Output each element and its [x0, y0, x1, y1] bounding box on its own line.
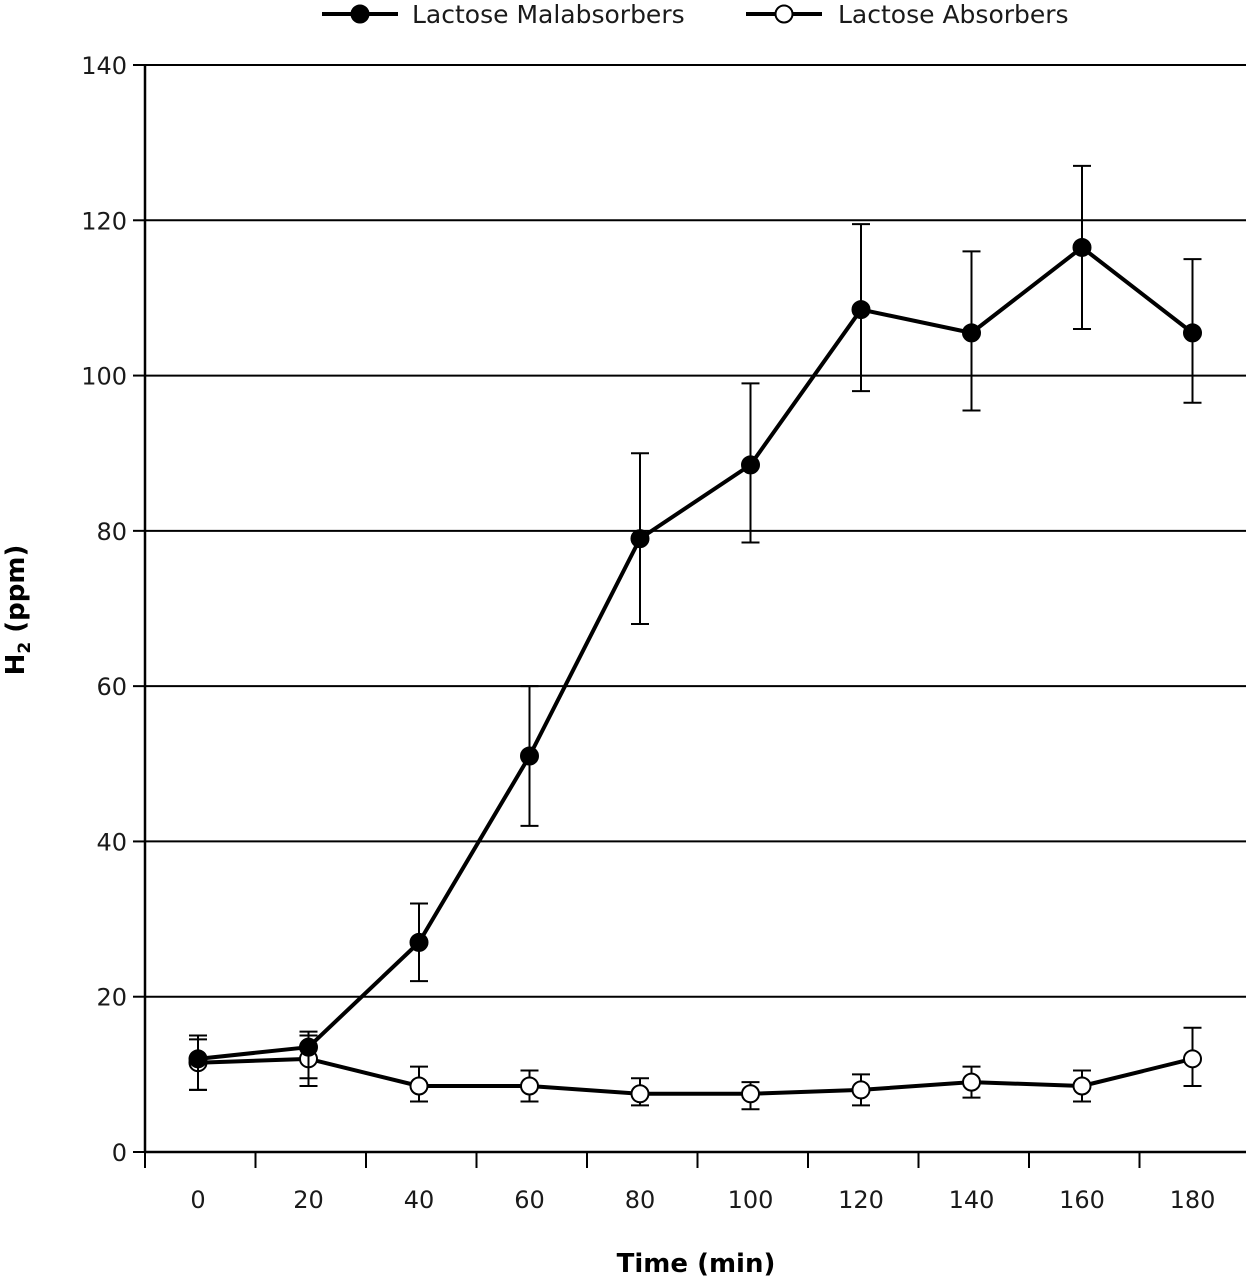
- data-point-0-3: [520, 746, 539, 766]
- x-tick-label-100: 100: [728, 1186, 774, 1214]
- data-point-0-4: [630, 529, 650, 549]
- tick-labels: 0 20 40 60 80 100 120 140 0 20 40 60 80 100 120 140 160 1…: [81, 52, 1215, 1214]
- legend-item-0: Lactose Malabsorbers: [322, 0, 685, 29]
- y-tick-label-20: 20: [96, 984, 127, 1012]
- x-tick-label-180: 180: [1170, 1186, 1216, 1214]
- data-point-1-6: [851, 1080, 871, 1100]
- y-axis-title-rest: (ppm): [1, 545, 31, 642]
- y-tick-label-40: 40: [96, 828, 127, 856]
- series-0: [188, 164, 1202, 1091]
- legend-marker-0: [350, 4, 370, 24]
- data-point-0-5: [741, 455, 760, 475]
- data-point-1-3: [520, 1076, 539, 1096]
- x-tick-label-120: 120: [838, 1186, 884, 1214]
- data-point-1-5: [741, 1084, 760, 1104]
- data-point-0-8: [1072, 237, 1092, 257]
- x-tick-label-160: 160: [1059, 1186, 1105, 1214]
- axes: [133, 64, 1246, 1168]
- x-tick-label-80: 80: [625, 1186, 656, 1214]
- legend: Lactose Malabsorbers Lactose Absorbers: [322, 0, 1069, 29]
- data-point-0-6: [851, 300, 871, 320]
- y-tick-label-120: 120: [81, 207, 127, 235]
- legend-label-1: Lactose Absorbers: [838, 0, 1069, 29]
- legend-item-1: Lactose Absorbers: [746, 0, 1069, 29]
- legend-marker-1: [774, 4, 794, 24]
- data-point-0-7: [962, 323, 981, 343]
- y-tick-label-80: 80: [96, 518, 127, 546]
- data-point-0-1: [299, 1037, 318, 1057]
- data-point-1-7: [962, 1072, 981, 1092]
- series-line-1: [197, 1056, 1193, 1096]
- data-point-0-2: [409, 932, 429, 952]
- x-tick-label-60: 60: [514, 1186, 545, 1214]
- y-axis-title: H2 (ppm): [1, 545, 35, 676]
- legend-label-0: Lactose Malabsorbers: [412, 0, 685, 29]
- x-tick-label-0: 0: [190, 1186, 205, 1214]
- y-axis-title-main: H: [1, 654, 31, 676]
- y-tick-label-60: 60: [96, 673, 127, 701]
- data-point-1-4: [630, 1084, 650, 1104]
- y-tick-label-140: 140: [81, 52, 127, 80]
- data-point-1-8: [1072, 1076, 1092, 1096]
- y-axis-title-sub: 2: [15, 642, 35, 654]
- y-tick-label-0: 0: [112, 1139, 127, 1167]
- series-line-0: [197, 245, 1194, 1061]
- data-point-1-2: [409, 1076, 429, 1096]
- x-tick-label-20: 20: [293, 1186, 324, 1214]
- data-point-0-9: [1183, 323, 1202, 343]
- x-tick-label-140: 140: [949, 1186, 995, 1214]
- gridlines: [145, 64, 1246, 998]
- series: [188, 164, 1202, 1111]
- data-point-1-9: [1183, 1049, 1202, 1069]
- data-point-0-0: [188, 1049, 208, 1069]
- x-axis-title: Time (min): [617, 1249, 776, 1279]
- x-tick-label-40: 40: [404, 1186, 435, 1214]
- series-1: [188, 1026, 1202, 1111]
- y-tick-label-100: 100: [81, 363, 127, 391]
